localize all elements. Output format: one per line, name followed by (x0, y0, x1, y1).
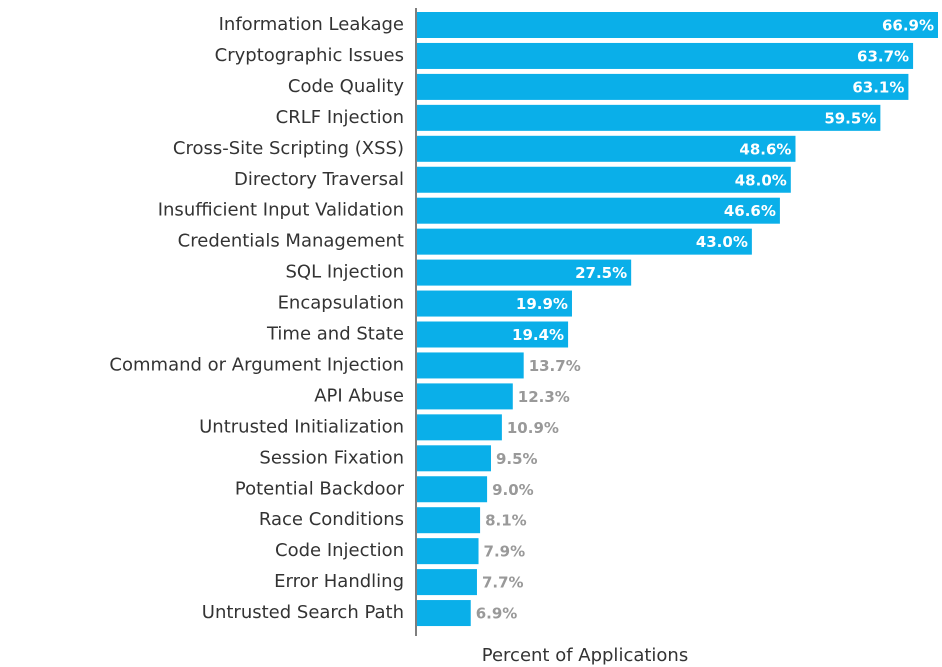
value-label: 13.7% (529, 357, 581, 375)
bar (417, 445, 491, 472)
value-label: 48.0% (735, 171, 787, 189)
value-label: 7.7% (482, 574, 524, 592)
bar (417, 321, 569, 348)
value-label: 7.9% (484, 543, 526, 561)
value-label: 48.6% (739, 140, 791, 158)
category-label: SQL Injection (285, 262, 404, 283)
category-label: Cryptographic Issues (215, 45, 404, 66)
bar (417, 73, 909, 100)
bar (417, 197, 780, 224)
value-label: 9.5% (496, 450, 538, 468)
category-label: Code Quality (288, 76, 404, 97)
value-label: 8.1% (485, 512, 527, 530)
bar (417, 352, 524, 379)
value-label: 59.5% (824, 109, 876, 127)
bar (417, 135, 796, 162)
bar (417, 538, 479, 565)
value-label: 46.6% (724, 202, 776, 220)
value-label: 63.7% (857, 47, 909, 65)
category-label: Code Injection (275, 540, 404, 561)
category-label: Directory Traversal (234, 169, 404, 190)
category-label: Time and State (266, 324, 404, 345)
value-label: 10.9% (507, 419, 559, 437)
category-label: CRLF Injection (276, 107, 404, 128)
bar (417, 383, 513, 410)
value-label: 19.9% (516, 295, 568, 313)
bar (417, 12, 938, 38)
category-label: Credentials Management (178, 231, 404, 252)
bar (417, 507, 481, 534)
category-label: Session Fixation (259, 447, 404, 468)
bar (417, 569, 477, 596)
value-label: 27.5% (575, 264, 627, 282)
category-label: Potential Backdoor (235, 478, 405, 499)
value-label: 66.9% (882, 17, 934, 35)
value-label: 63.1% (852, 78, 904, 96)
category-label: Error Handling (274, 571, 404, 592)
value-label: 19.4% (512, 326, 564, 344)
bar (417, 228, 752, 255)
x-axis-title: Percent of Applications (482, 645, 688, 666)
category-label: Information Leakage (219, 14, 404, 35)
value-label: 9.0% (492, 481, 534, 499)
bar (417, 414, 502, 441)
bar (417, 476, 488, 503)
category-label: Untrusted Initialization (199, 416, 404, 437)
category-label: Race Conditions (259, 509, 404, 530)
value-label: 6.9% (476, 605, 518, 623)
bar (417, 290, 572, 317)
category-label: Untrusted Search Path (202, 602, 404, 623)
value-label: 12.3% (518, 388, 570, 406)
category-label: API Abuse (314, 385, 404, 406)
category-label: Cross-Site Scripting (XSS) (173, 138, 404, 159)
category-label: Encapsulation (278, 293, 404, 314)
value-label: 43.0% (696, 233, 748, 251)
bar (417, 600, 471, 627)
category-label: Command or Argument Injection (109, 354, 404, 375)
bar (417, 104, 881, 131)
bar (417, 42, 914, 69)
bar (417, 166, 791, 193)
bar (417, 259, 632, 286)
category-label: Insufficient Input Validation (158, 200, 404, 221)
